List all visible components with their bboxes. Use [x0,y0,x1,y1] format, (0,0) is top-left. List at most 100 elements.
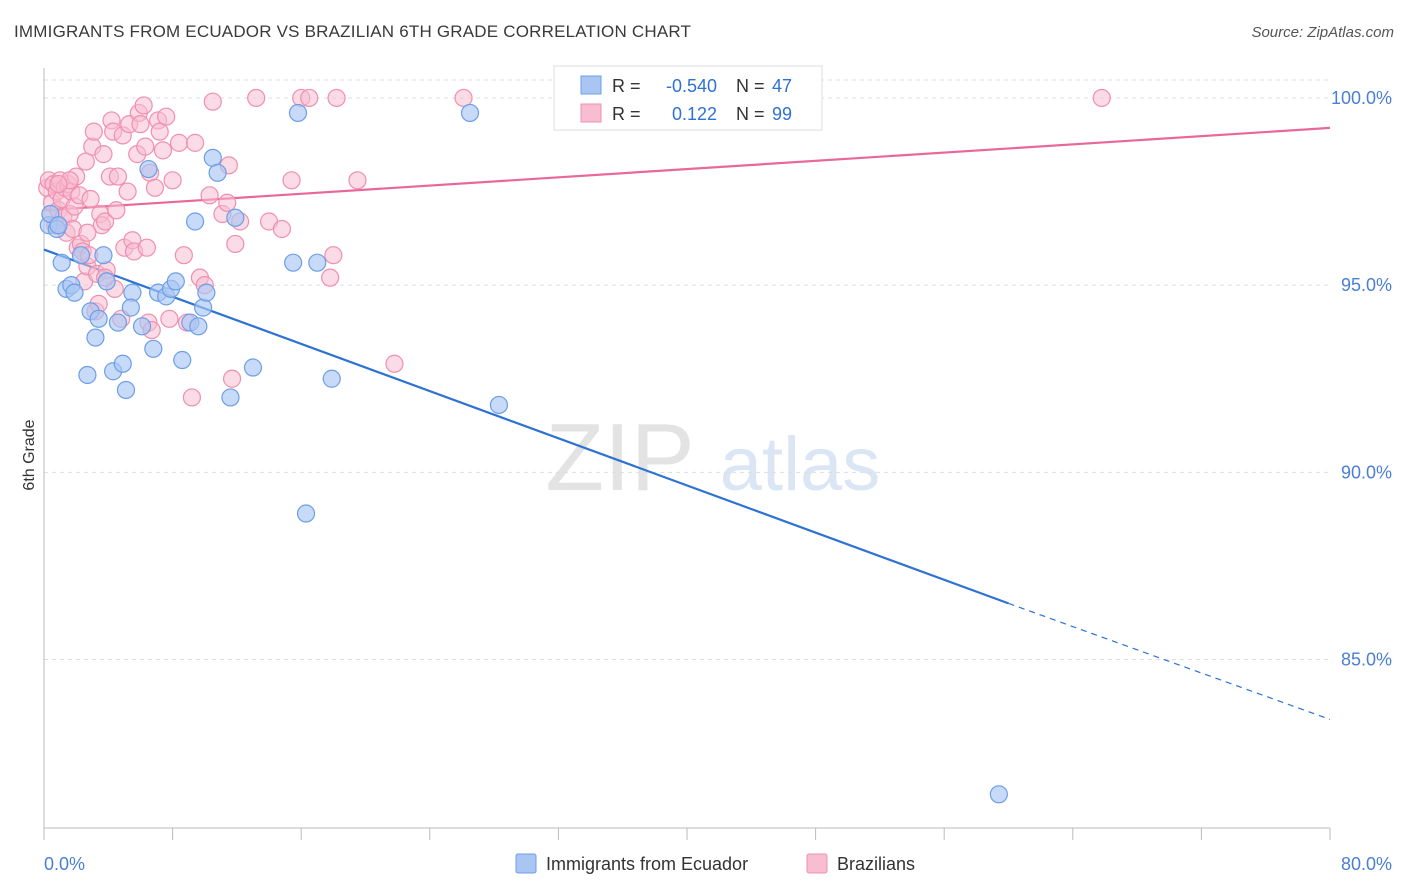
data-point-brazilians [131,115,150,134]
data-point-ecuador [194,298,213,317]
data-point-ecuador [284,253,303,272]
data-point-ecuador [208,163,227,182]
data-point-brazilians [163,171,182,190]
data-point-ecuador [166,272,185,291]
axes: 85.0% 90.0% 95.0% 100.0% 0.0% 80.0% [43,68,1392,874]
data-point-ecuador [97,272,116,291]
data-point-brazilians [218,193,237,212]
legend-swatch-ecuador [515,853,537,874]
data-point-ecuador [52,253,71,272]
data-point-brazilians [454,88,473,108]
stats-swatch-ecuador [580,75,602,95]
data-point-ecuador [86,328,105,347]
data-point-brazilians [272,219,292,239]
data-point-ecuador [65,283,84,302]
data-point-brazilians [118,182,137,201]
data-point-brazilians [107,201,126,220]
y-axis-label: 6th Grade [21,419,38,490]
stats-n-label-brazil: N = [736,104,765,124]
series-brazilians [38,88,1111,407]
data-point-ecuador [139,159,158,179]
data-point-ecuador [123,283,142,302]
data-point-brazilians [150,122,169,141]
data-point-ecuador [49,216,68,235]
data-point-brazilians [95,212,115,231]
data-point-brazilians [327,88,346,108]
data-point-brazilians [169,133,189,152]
data-point-brazilians [84,122,103,141]
legend-label-ecuador: Immigrants from Ecuador [546,854,748,874]
data-point-ecuador [94,246,113,265]
data-point-brazilians [348,171,367,190]
data-point-ecuador [308,253,327,272]
y-tick-label: 100.0% [1331,88,1392,108]
y-tick-label: 95.0% [1341,275,1392,295]
data-point-ecuador [116,380,136,400]
stats-r-label-brazil: R = [612,104,641,124]
trend-line-brazilians [43,126,1331,212]
data-point-brazilians [78,223,97,242]
data-point-brazilians [108,167,128,186]
series-immigrants-from-ecuador [39,103,1008,804]
data-point-ecuador [144,339,163,358]
data-point-ecuador [78,365,97,385]
stats-r-value-brazil: 0.122 [672,104,717,124]
chart-title: IMMIGRANTS FROM ECUADOR VS BRAZILIAN 6TH… [14,22,692,41]
data-point-brazilians [226,234,245,254]
data-point-brazilians [203,92,222,111]
y-tick-label: 90.0% [1341,462,1392,482]
data-point-brazilians [321,268,340,287]
data-point-brazilians [385,354,404,373]
data-point-brazilians [182,388,201,407]
data-point-ecuador [226,208,245,227]
x-tick-label: 0.0% [44,854,85,874]
data-point-ecuador [221,388,240,407]
data-point-ecuador [71,246,91,265]
stats-r-value-ecuador: -0.540 [666,76,717,96]
stats-n-label-ecuador: N = [736,76,765,96]
data-point-brazilians [200,186,219,205]
data-point-brazilians [1092,88,1111,108]
data-point-brazilians [157,107,176,126]
data-point-ecuador [460,103,480,123]
data-point-brazilians [76,152,95,171]
data-point-brazilians [81,189,100,209]
data-point-ecuador [108,313,128,332]
data-point-ecuador [189,317,208,336]
data-point-ecuador [322,369,341,388]
stats-n-value-ecuador: 47 [772,76,792,96]
data-point-brazilians [300,88,319,108]
data-point-ecuador [197,283,216,302]
data-point-ecuador [243,358,263,377]
trend-line-ecuador-extension [1008,602,1331,720]
data-point-brazilians [174,246,193,265]
series-legend: Immigrants from Ecuador Brazilians [515,853,915,874]
legend-swatch-brazil [806,853,828,874]
stats-legend: R = -0.540 N = 47 R = 0.122 N = 99 [553,65,823,131]
data-point-ecuador [113,354,132,373]
data-point-brazilians [186,133,205,152]
data-point-ecuador [186,212,205,231]
data-point-brazilians [136,137,155,156]
stats-n-value-brazil: 99 [772,104,792,124]
data-point-brazilians [94,145,113,164]
watermark-atlas: atlas [720,422,881,507]
stats-r-label-ecuador: R = [612,76,641,96]
data-point-ecuador [989,785,1008,804]
data-point-brazilians [282,171,301,190]
legend-label-brazil: Brazilians [837,854,915,874]
data-point-brazilians [324,246,343,265]
data-point-brazilians [160,309,179,328]
watermark-zip: ZIP [545,404,694,511]
data-point-brazilians [145,178,165,197]
data-point-brazilians [134,96,153,115]
stats-swatch-brazil [580,103,602,123]
data-point-brazilians [247,88,266,108]
data-point-brazilians [222,369,242,388]
x-tick-label: 80.0% [1341,854,1392,874]
y-tick-label: 85.0% [1341,650,1392,670]
data-point-ecuador [296,504,316,523]
data-point-ecuador [489,395,509,415]
